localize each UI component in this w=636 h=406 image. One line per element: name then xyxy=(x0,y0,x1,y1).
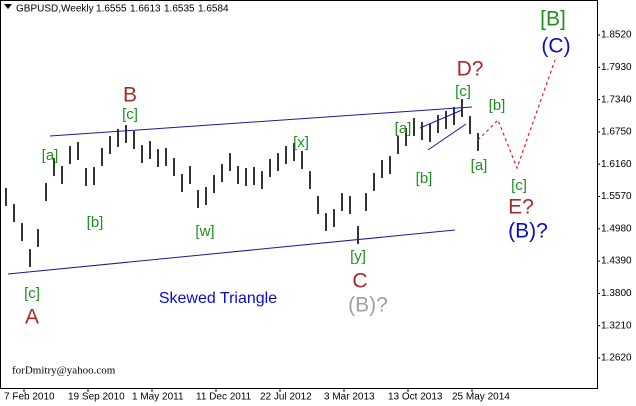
wave-label: [a] xyxy=(42,147,59,164)
wedge-upper xyxy=(419,109,463,129)
wave-label: (B)? xyxy=(348,294,388,317)
y-tick-label: 1.7340 xyxy=(601,94,632,105)
y-tick-label: 1.2620 xyxy=(601,353,632,364)
wave-label: [y] xyxy=(350,248,366,265)
wave-label: (B)? xyxy=(508,220,548,243)
wave-label: [b] xyxy=(489,97,506,114)
wave-label: A xyxy=(25,306,39,329)
trend-lines xyxy=(7,106,473,275)
x-tick-label: 22 Jul 2012 xyxy=(260,392,312,403)
x-tick-label: 11 Dec 2011 xyxy=(196,392,252,403)
y-tick-label: 1.5570 xyxy=(601,191,632,202)
wave-label: [w] xyxy=(195,223,214,240)
y-tick-label: 1.3210 xyxy=(601,320,632,331)
projection xyxy=(477,59,556,170)
symbol: GBPUSD,Weekly xyxy=(16,4,94,15)
wave-label: (C) xyxy=(541,35,570,58)
menu-arrow xyxy=(4,4,12,9)
quote-close: 1.6584 xyxy=(198,4,229,15)
x-tick-label: 1 May 2011 xyxy=(132,392,184,403)
wedge-lower xyxy=(427,123,467,151)
wave-label: [b] xyxy=(416,170,433,187)
y-tick-label: 1.6160 xyxy=(601,159,632,170)
upper-trendline xyxy=(49,106,473,137)
wave-label: [x] xyxy=(293,134,309,151)
wave-label: [c] xyxy=(511,177,527,194)
y-tick-label: 1.4980 xyxy=(601,223,632,234)
wave-label: E? xyxy=(508,196,534,219)
x-tick-label: 13 Oct 2013 xyxy=(388,392,443,403)
quote-open: 1.6555 xyxy=(96,4,127,15)
wave-label: [c] xyxy=(455,83,471,100)
quote-low: 1.6535 xyxy=(164,4,195,15)
wave-label: C xyxy=(352,270,367,293)
watermark: forDmitry@yahoo.com xyxy=(12,365,116,377)
x-tick-label: 19 Sep 2010 xyxy=(68,392,125,403)
wave-label: [a] xyxy=(471,157,488,174)
plot-frame xyxy=(0,0,598,389)
y-tick-label: 1.7930 xyxy=(601,62,632,73)
x-tick-label: 3 Mar 2013 xyxy=(324,392,375,403)
wave-label: [b] xyxy=(87,214,104,231)
wave-label: [c] xyxy=(122,106,138,123)
x-tick-label: 25 May 2014 xyxy=(452,392,510,403)
lower-trendline xyxy=(7,229,456,275)
y-tick-label: 1.6750 xyxy=(601,127,632,138)
y-tick-label: 1.3800 xyxy=(601,288,632,299)
quote-high: 1.6613 xyxy=(130,4,161,15)
x-tick-label: 7 Feb 2010 xyxy=(4,392,55,403)
wave-label: [c] xyxy=(24,285,40,302)
wave-label: B xyxy=(123,84,137,107)
wave-label: D? xyxy=(457,58,484,81)
wave-label: [a] xyxy=(395,120,412,137)
pattern-label: Skewed Triangle xyxy=(159,290,277,307)
y-tick-label: 1.8520 xyxy=(601,30,632,41)
wave-label: [B] xyxy=(540,8,566,31)
y-tick-label: 1.4390 xyxy=(601,256,632,267)
